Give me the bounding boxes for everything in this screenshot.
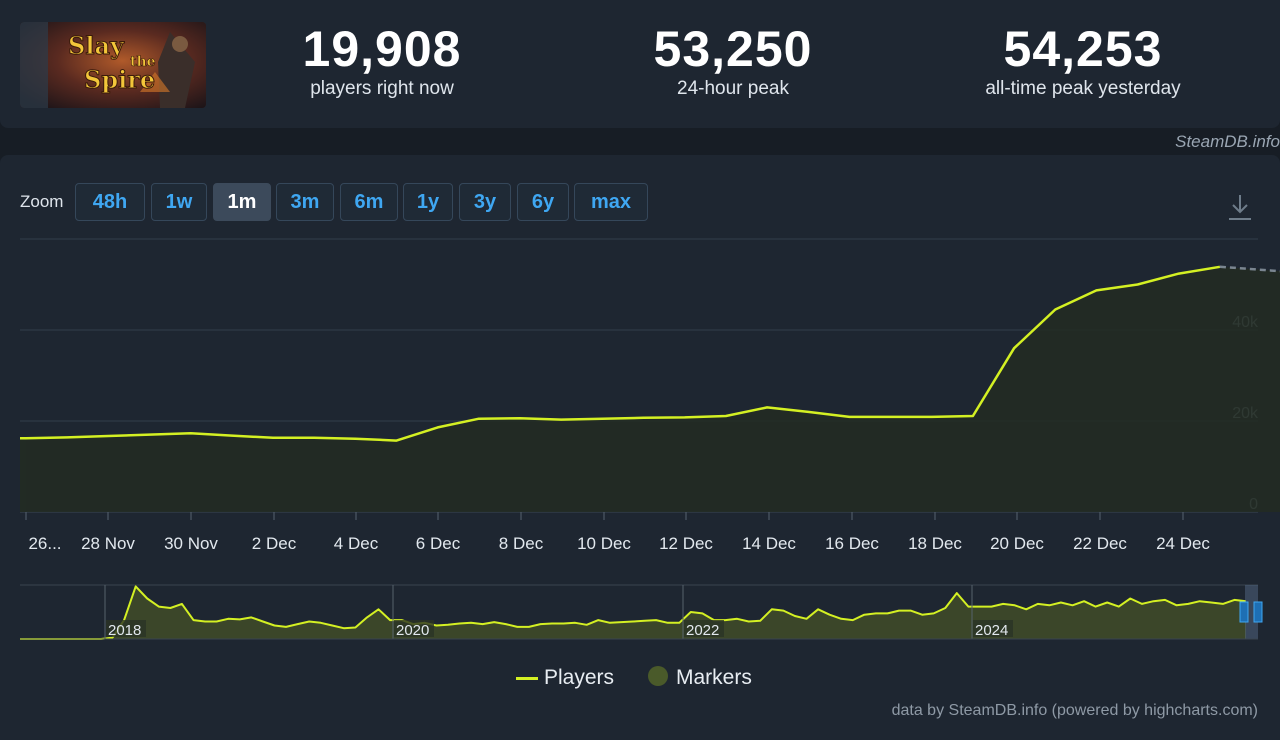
navigator-year-bg (973, 620, 1013, 637)
game-capsule-image[interactable]: Slay the Spire (20, 22, 206, 108)
navigator-handle-right (1253, 601, 1263, 623)
x-tick-label: 12 Dec (659, 534, 713, 553)
stats-header: Slay the Spire 19,908 players right now … (0, 0, 1280, 128)
zoom-button-3y[interactable]: 3y (459, 183, 511, 221)
legend-line-swatch (516, 676, 538, 680)
x-tick-label: 24 Dec (1156, 534, 1210, 553)
projection-line (1219, 265, 1280, 273)
navigator-year-bg (684, 620, 724, 637)
svg-text:the: the (130, 54, 156, 70)
x-tick-label: 30 Nov (164, 534, 218, 553)
players-line (20, 265, 1221, 442)
zoom-button-48h[interactable]: 48h (75, 183, 145, 221)
navigator-year-bg (106, 620, 146, 637)
x-tick-label: 20 Dec (990, 534, 1044, 553)
stat-value: 19,908 (302, 21, 462, 77)
stat-label: 24-hour peak (677, 78, 789, 99)
x-tick-label: 28 Nov (81, 534, 135, 553)
players-area (26, 266, 1280, 512)
zoom-button-max[interactable]: max (574, 183, 648, 221)
steamdb-brand[interactable]: SteamDB.info (1175, 132, 1280, 151)
zoom-label: Zoom (20, 192, 64, 211)
players-area-lead (20, 438, 26, 512)
stat-label: all-time peak yesterday (985, 78, 1181, 99)
legend-label: Markers (676, 666, 752, 689)
navigator-year-bg (394, 620, 434, 637)
credits-footer[interactable]: data by SteamDB.info (powered by highcha… (891, 702, 1258, 719)
stat-value: 53,250 (653, 21, 813, 77)
zoom-button-1w[interactable]: 1w (151, 183, 207, 221)
navigator-year-label: 2018 (108, 622, 141, 639)
x-tick-label: 18 Dec (908, 534, 962, 553)
zoom-button-6y[interactable]: 6y (517, 183, 569, 221)
svg-text:Spire: Spire (84, 65, 155, 94)
zoom-button-6m[interactable]: 6m (340, 183, 398, 221)
zoom-button-3m[interactable]: 3m (276, 183, 334, 221)
legend-dot-swatch (648, 666, 668, 687)
legend-label: Players (544, 666, 615, 689)
zoom-button-1y[interactable]: 1y (403, 183, 453, 221)
zoom-button-1m[interactable]: 1m (213, 183, 271, 221)
x-tick-label: 10 Dec (577, 534, 631, 553)
navigator-range (1245, 585, 1258, 639)
x-tick-label: 22 Dec (1073, 534, 1127, 553)
navigator-line (20, 585, 1247, 640)
stat-24h-peak: 53,250 24-hour peak (583, 22, 883, 100)
legend-item-markers[interactable]: Markers (648, 666, 752, 690)
navigator-year-label: 2022 (686, 622, 719, 639)
navigator-year-label: 2020 (396, 622, 429, 639)
x-tick-label: 16 Dec (825, 534, 879, 553)
x-tick-label: 14 Dec (742, 534, 796, 553)
stat-value: 54,253 (1003, 21, 1163, 77)
navigator-handle-left (1239, 601, 1249, 623)
svg-text:Slay: Slay (68, 31, 125, 60)
x-tick-label: 26... (28, 534, 61, 553)
x-tick-label: 6 Dec (416, 534, 461, 553)
stat-current-players: 19,908 players right now (232, 22, 532, 100)
stat-all-time-peak: 54,253 all-time peak yesterday (933, 22, 1233, 100)
x-tick-label: 4 Dec (334, 534, 379, 553)
legend-item-players[interactable]: Players (516, 666, 614, 690)
navigator-area (20, 586, 1246, 639)
stat-label: players right now (310, 78, 454, 99)
navigator-year-label: 2024 (975, 622, 1008, 639)
x-tick-label: 2 Dec (252, 534, 297, 553)
x-tick-label: 8 Dec (499, 534, 544, 553)
download-icon[interactable] (1226, 192, 1254, 222)
